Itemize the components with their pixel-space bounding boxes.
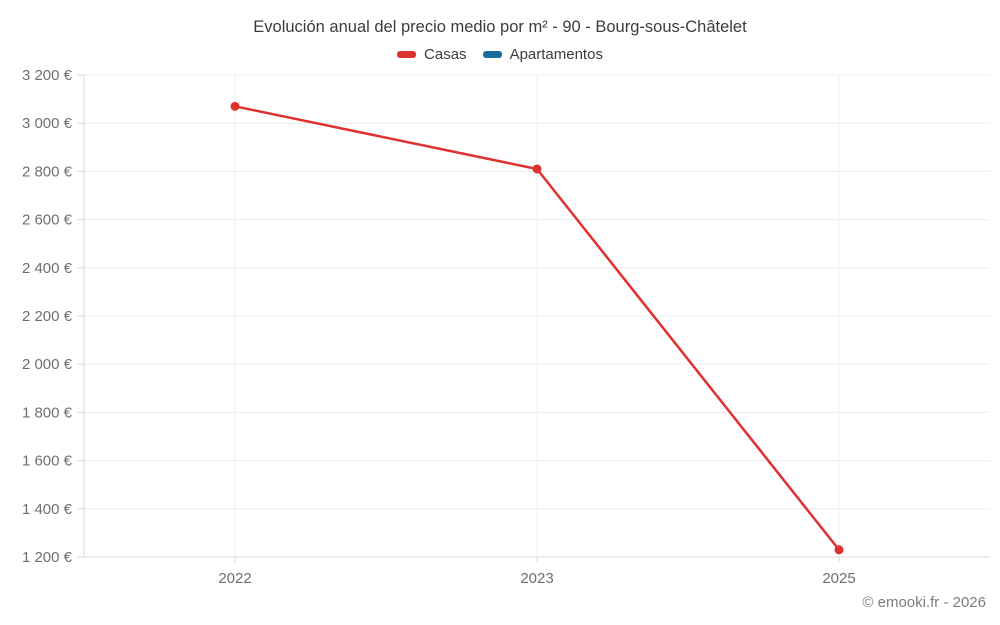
data-point[interactable] (532, 164, 542, 174)
y-tick-label: 2 800 € (22, 163, 73, 180)
y-tick-label: 1 600 € (22, 453, 73, 470)
y-tick-label: 3 200 € (22, 67, 73, 84)
chart-title: Evolución anual del precio medio por m² … (253, 18, 747, 36)
y-tick-label: 1 800 € (22, 404, 73, 421)
y-tick-label: 1 200 € (22, 549, 73, 566)
y-tick-label: 2 000 € (22, 356, 73, 373)
x-tick-label: 2022 (218, 570, 251, 587)
chart-legend: Casas Apartamentos (0, 46, 1000, 63)
data-point[interactable] (834, 545, 844, 555)
y-tick-label: 2 200 € (22, 308, 73, 325)
x-tick-label: 2025 (822, 570, 855, 587)
legend-label-casas: Casas (424, 46, 467, 63)
copyright-text: © emooki.fr - 2026 (862, 594, 986, 611)
y-tick-label: 1 400 € (22, 501, 73, 518)
legend-label-apartamentos: Apartamentos (509, 46, 603, 63)
apartamentos-color-swatch-icon (482, 51, 502, 58)
casas-color-swatch-icon (397, 51, 417, 58)
x-tick-label: 2023 (520, 570, 553, 587)
data-point[interactable] (230, 101, 240, 111)
legend-item-apartamentos[interactable]: Apartamentos (482, 46, 603, 63)
y-tick-label: 2 400 € (22, 260, 73, 277)
y-tick-label: 2 600 € (22, 212, 73, 229)
legend-item-casas[interactable]: Casas (397, 46, 467, 63)
y-tick-label: 3 000 € (22, 115, 73, 132)
